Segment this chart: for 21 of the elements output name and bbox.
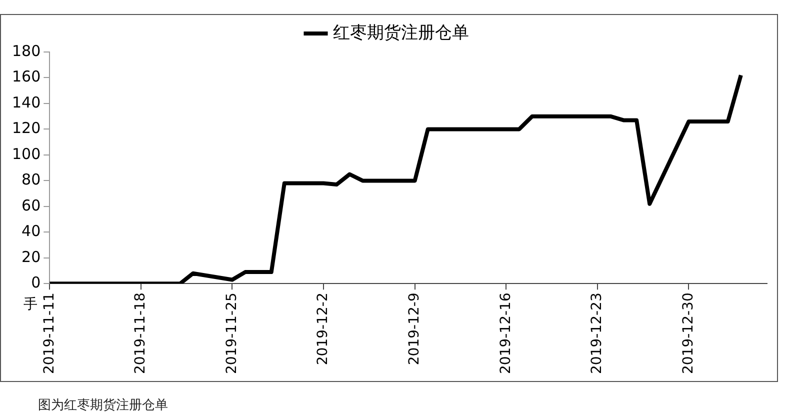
y-tick-label: 140 [12, 93, 41, 112]
text: 图为红枣期货注册仓单 [38, 397, 168, 414]
x-tick-label: 2019-12-23 [589, 292, 606, 374]
x-tick-label: 2019-11-25 [224, 292, 240, 374]
x-tick-label: 2019-12-2 [315, 292, 332, 366]
x-tick-label: 2019-11-18 [132, 292, 149, 374]
y-tick-label: 180 [12, 42, 41, 60]
legend-label: 红枣期货注册仓单 [332, 22, 469, 43]
y-axis-title: 手 [24, 296, 38, 312]
y-tick-label: 120 [12, 119, 41, 138]
y-tick-label: 80 [22, 170, 41, 189]
y-tick-label: 0 [31, 274, 41, 292]
y-tick-label: 20 [22, 248, 41, 266]
x-tick-label: 2019-12-30 [680, 292, 696, 374]
y-tick-label: 100 [12, 144, 41, 163]
y-tick-label: 40 [22, 222, 41, 240]
x-tick-label: 2019-12-9 [406, 292, 422, 366]
y-tick-label: 60 [22, 196, 41, 214]
x-tick-label: 2019-12-16 [498, 292, 514, 374]
x-tick-label: 2019-11-11 [41, 292, 58, 374]
y-tick-label: 160 [12, 68, 41, 86]
